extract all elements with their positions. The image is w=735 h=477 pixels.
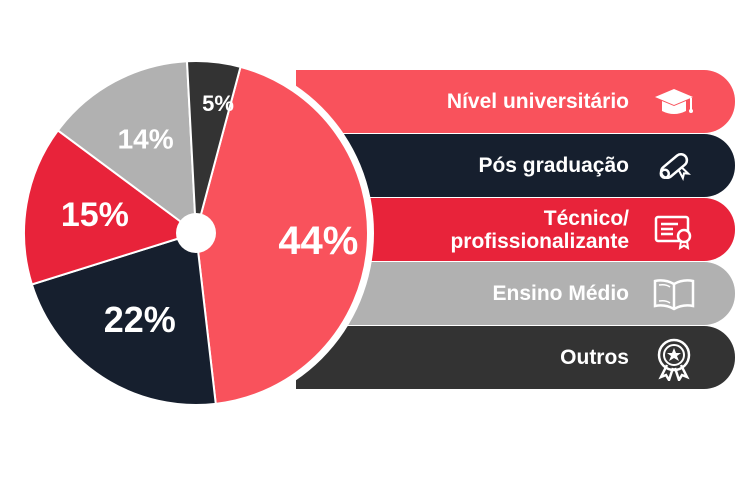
pie-slice bbox=[30, 231, 217, 406]
legend-label: Nível universitário bbox=[446, 90, 629, 113]
legend-label: Pós graduação bbox=[478, 154, 629, 177]
graduation-cap-icon bbox=[651, 79, 697, 125]
pie-slice bbox=[56, 60, 198, 236]
legend-item: Outros bbox=[296, 326, 735, 389]
award-badge-icon bbox=[651, 335, 697, 381]
pie-data-label: 22% bbox=[104, 299, 176, 340]
diploma-scroll-icon bbox=[651, 143, 697, 189]
pie-data-label: 44% bbox=[278, 219, 358, 263]
legend-item: Nível universitário bbox=[296, 70, 735, 133]
pie-data-label: 5% bbox=[202, 91, 234, 116]
pie-slice bbox=[194, 65, 369, 405]
pie-data-label: 14% bbox=[118, 124, 174, 155]
pie-slice bbox=[185, 60, 242, 234]
legend-label: Técnico/ profissionalizante bbox=[450, 206, 629, 253]
pie-center-hole bbox=[176, 213, 216, 253]
pie-data-label: 15% bbox=[61, 196, 129, 234]
certificate-icon bbox=[651, 207, 697, 253]
open-book-icon bbox=[651, 271, 697, 317]
legend-item: Pós graduação bbox=[296, 134, 735, 197]
legend-label: Ensino Médio bbox=[492, 282, 630, 305]
pie-slice bbox=[23, 129, 199, 286]
legend-label: Outros bbox=[560, 346, 629, 369]
